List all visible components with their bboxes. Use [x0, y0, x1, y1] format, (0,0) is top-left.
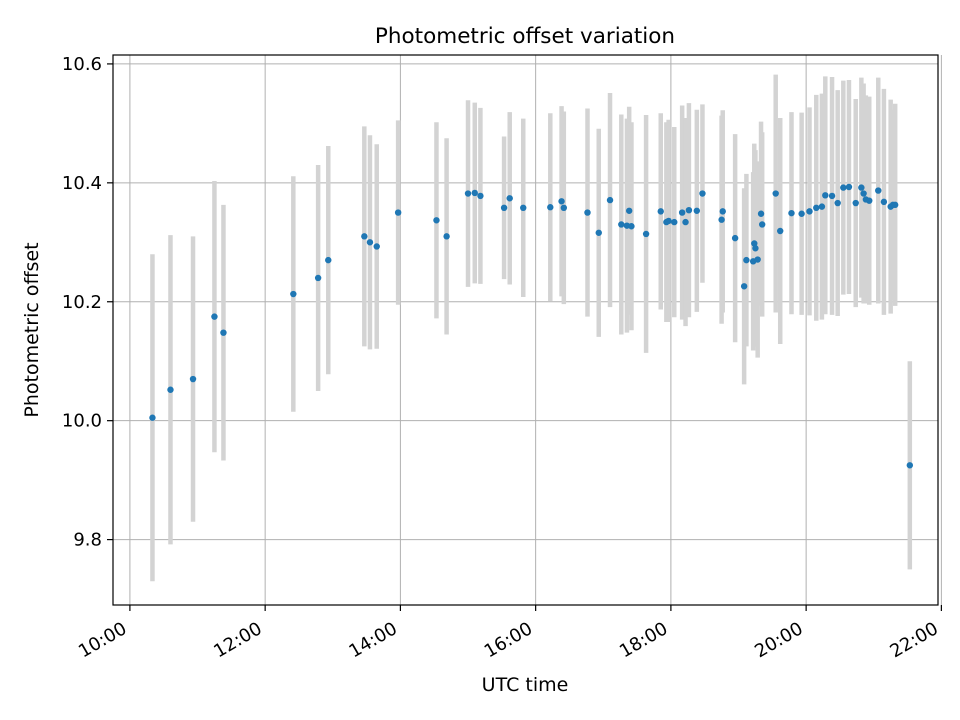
x-axis-label: UTC time: [482, 674, 569, 696]
data-point: [433, 217, 440, 224]
data-point: [464, 190, 472, 197]
y-axis-label: Photometric offset: [21, 242, 43, 417]
data-point: [834, 199, 841, 207]
data-point: [840, 184, 847, 191]
data-point: [682, 218, 689, 226]
data-point: [860, 190, 867, 197]
data-point: [891, 201, 899, 209]
data-point: [642, 230, 650, 238]
data-point: [560, 204, 568, 212]
data-point: [520, 204, 527, 212]
data-point: [394, 209, 402, 216]
data-point: [373, 243, 380, 250]
data-point: [754, 256, 761, 263]
chart-title: Photometric offset variation: [375, 24, 675, 49]
data-point: [665, 217, 672, 225]
data-point: [325, 256, 332, 264]
data-point: [290, 290, 297, 298]
data-point: [699, 190, 706, 197]
data-point: [906, 462, 914, 469]
data-point: [813, 204, 820, 212]
data-point: [189, 375, 197, 383]
data-point: [506, 195, 513, 202]
data-point: [671, 218, 678, 226]
data-point: [625, 207, 633, 214]
data-point: [366, 239, 374, 246]
data-point: [866, 197, 873, 204]
data-point: [743, 256, 750, 264]
data-point: [845, 183, 853, 191]
data-point: [757, 210, 765, 217]
data-point: [777, 227, 784, 235]
data-point: [628, 223, 635, 230]
data-point: [477, 192, 484, 200]
data-point: [828, 192, 836, 200]
data-point: [167, 386, 174, 393]
data-point: [772, 190, 779, 197]
data-point: [211, 313, 218, 320]
data-point: [858, 184, 865, 191]
data-point: [471, 189, 478, 197]
y-tick-label: 9.8: [73, 530, 102, 551]
data-point: [500, 204, 508, 212]
data-point: [758, 221, 766, 228]
data-point: [558, 198, 565, 205]
data-point: [678, 209, 686, 216]
data-point: [798, 210, 805, 217]
data-point: [595, 229, 602, 236]
data-point: [818, 203, 826, 210]
data-point: [880, 198, 888, 206]
data-point: [718, 216, 725, 223]
data-point: [618, 221, 625, 228]
data-point: [731, 234, 739, 242]
data-point: [719, 208, 726, 215]
data-point: [443, 233, 450, 240]
data-points: [149, 183, 914, 469]
data-point: [657, 208, 664, 215]
y-axis-ticks: 9.8 10.0 10.2 10.4 10.6: [62, 54, 113, 551]
y-tick-label: 10.2: [62, 292, 102, 313]
data-point: [740, 283, 748, 290]
data-point: [685, 206, 693, 214]
data-point: [220, 329, 227, 336]
data-point: [822, 192, 829, 199]
data-point: [606, 196, 614, 204]
data-point: [314, 274, 322, 282]
data-point: [752, 245, 759, 252]
data-point: [875, 187, 882, 194]
data-point: [584, 209, 591, 216]
data-point: [693, 207, 701, 214]
data-point: [852, 199, 859, 207]
plot-area-frame: [112, 54, 939, 606]
data-point: [547, 204, 554, 211]
y-tick-label: 10.4: [62, 173, 102, 194]
data-point: [149, 414, 156, 421]
data-point: [788, 209, 795, 217]
y-tick-label: 10.0: [62, 411, 102, 432]
y-tick-label: 10.6: [62, 54, 102, 75]
data-point: [361, 233, 368, 240]
data-point: [806, 208, 813, 215]
